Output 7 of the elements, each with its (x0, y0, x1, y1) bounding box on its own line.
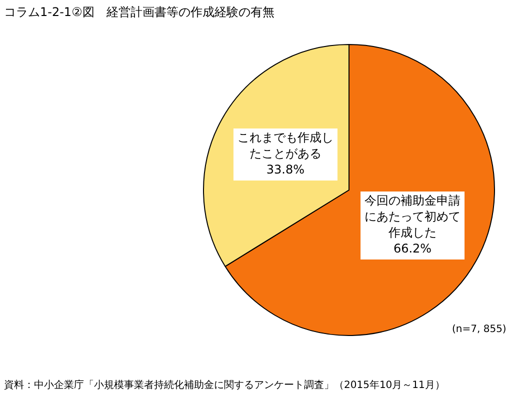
text: (n=7, 855) (452, 324, 506, 335)
slice-label: これまでも作成したことがある (237, 130, 334, 161)
text: 資料：中小企業庁「小規模事業者持続化補助金に関するアンケート調査」（2015年10月～11月） (4, 378, 445, 392)
data-label: 33.8% (266, 162, 305, 177)
slice-label: 今回の補助金申請にあたって初めて作成した (364, 194, 461, 240)
chart-title: コラム1-2-1②図 経営計画書等の作成経験の有無 (4, 4, 274, 21)
data-label: 66.2% (393, 242, 432, 256)
